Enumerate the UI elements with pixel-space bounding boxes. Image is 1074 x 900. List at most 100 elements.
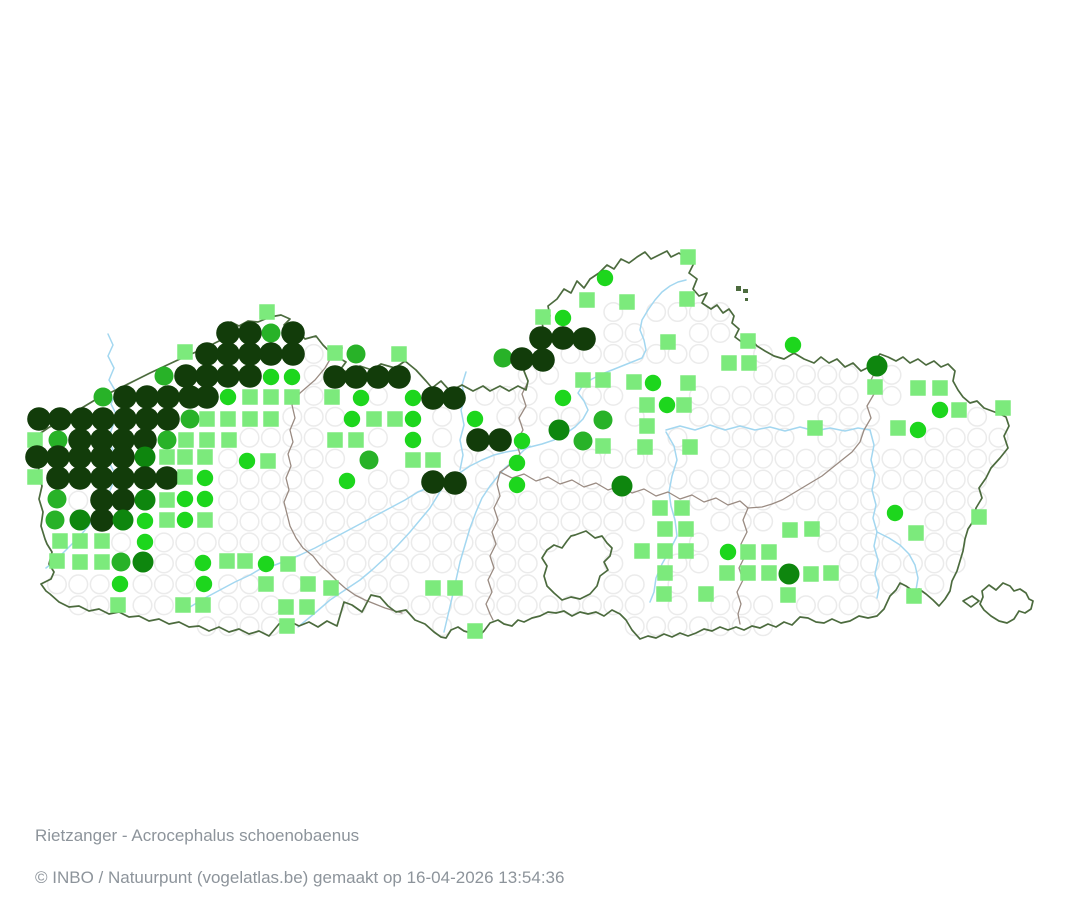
marker-circle [47, 489, 67, 509]
grid-cell [303, 553, 324, 574]
grid-cell [325, 511, 346, 532]
marker-square [680, 249, 696, 265]
grid-cell [303, 532, 324, 553]
grid-cell [603, 574, 624, 595]
grid-cell [624, 595, 645, 616]
grid-cell [517, 385, 538, 406]
marker-square [177, 469, 193, 485]
grid-cell [218, 616, 239, 637]
marker-square [94, 554, 110, 570]
marker-circle [48, 407, 72, 431]
grid-cell [496, 553, 517, 574]
grid-cell [560, 511, 581, 532]
grid-cell [924, 574, 945, 595]
marker-circle [238, 452, 256, 470]
marker-square [740, 544, 756, 560]
grid-cell [710, 322, 731, 344]
marker-circle [195, 575, 213, 593]
marker-circle [508, 454, 526, 472]
marker-circle [778, 563, 800, 585]
grid-cell [753, 595, 774, 616]
marker-square [72, 554, 88, 570]
marker-square [657, 521, 673, 537]
grid-cell [153, 595, 174, 616]
grid-cell [603, 595, 624, 616]
marker-square [237, 553, 253, 569]
grid-cell [260, 595, 281, 616]
grid-cell [688, 469, 709, 490]
grid-cell [902, 448, 923, 469]
marker-square [260, 453, 276, 469]
grid-cell [474, 469, 495, 490]
marker-circle [359, 450, 379, 470]
marker-circle [387, 365, 411, 389]
grid-cell [838, 532, 859, 553]
grid-cell [496, 406, 517, 427]
grid-cell [967, 427, 988, 448]
grid-cell [731, 616, 752, 637]
marker-circle [195, 364, 219, 388]
grid-cell [945, 511, 966, 532]
grid-cell [624, 574, 645, 595]
grid-cell [667, 301, 688, 323]
grid-cell [239, 595, 260, 616]
grid-cell [795, 490, 816, 511]
grid-cell [646, 469, 667, 490]
grid-cell [282, 448, 303, 469]
marker-circle [421, 386, 445, 410]
grid-cell [432, 427, 453, 448]
grid-cell [710, 595, 731, 616]
marker-circle [352, 389, 370, 407]
grid-cell [774, 364, 795, 385]
marker-circle [238, 364, 262, 388]
marker-square [348, 432, 364, 448]
grid-cell [260, 469, 281, 490]
grid-cell [153, 532, 174, 553]
grid-cell [731, 511, 752, 532]
grid-cell [774, 427, 795, 448]
marker-circle [90, 508, 114, 532]
grid-cell [367, 385, 388, 406]
region-outline [34, 250, 1034, 640]
marker-circle [611, 475, 633, 497]
marker-circle [46, 466, 70, 490]
grid-cell [945, 448, 966, 469]
credit-line: © INBO / Natuurpunt (vogelatlas.be) gema… [35, 868, 565, 887]
marker-circle [176, 490, 194, 508]
marker-square [405, 452, 421, 468]
marker-square [197, 449, 213, 465]
marker-square [259, 304, 275, 320]
grid-cell [325, 553, 346, 574]
marker-circle [593, 410, 613, 430]
marker-circle [343, 410, 361, 428]
marker-square [803, 566, 819, 582]
marker-square [906, 588, 922, 604]
marker-square [323, 580, 339, 596]
marker-square [280, 556, 296, 572]
marker-circle [596, 269, 614, 287]
grid-cell [153, 574, 174, 595]
grid-cell [603, 448, 624, 469]
grid-cell [111, 532, 132, 553]
grid-cell [924, 532, 945, 553]
grid-cell [838, 595, 859, 616]
marker-circle [259, 342, 283, 366]
grid-cell [496, 532, 517, 553]
marker-square [242, 411, 258, 427]
grid-cell [239, 616, 260, 637]
marker-circle [493, 348, 513, 368]
grid-cell [474, 553, 495, 574]
marker-circle [261, 323, 281, 343]
grid-cell [624, 616, 645, 637]
grid-cell [624, 490, 645, 511]
grid-cell [239, 490, 260, 511]
grid-cell [838, 385, 859, 406]
grid-cell [453, 448, 474, 469]
grid-cell [731, 490, 752, 511]
marker-square [575, 372, 591, 388]
grid-cell [603, 385, 624, 406]
marker-circle [404, 431, 422, 449]
grid-cell [774, 385, 795, 406]
marker-circle [262, 368, 280, 386]
marker-circle [466, 410, 484, 428]
